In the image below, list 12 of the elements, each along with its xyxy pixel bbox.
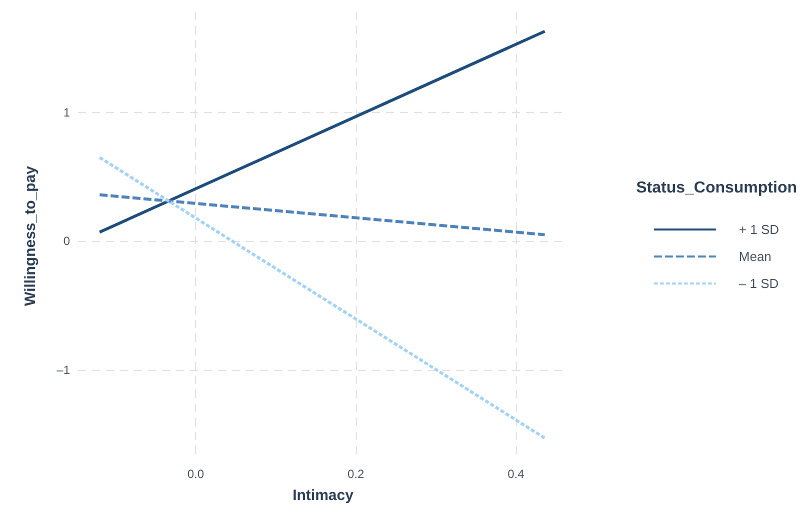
- legend-label: Mean: [738, 249, 772, 264]
- legend-label: – 1 SD: [738, 276, 779, 291]
- legend-label: + 1 SD: [738, 222, 780, 237]
- y-axis-title: Willingness_to_pay: [22, 165, 39, 306]
- y-tick-label: 0: [63, 234, 70, 248]
- legend-title: Status_Consumption: [636, 180, 797, 196]
- x-tick-label: 0.2: [347, 467, 364, 481]
- y-tick-label: –1: [56, 362, 70, 377]
- y-tick-label: 1: [63, 105, 70, 120]
- x-tick-label: 0.0: [187, 467, 204, 481]
- x-tick-label: 0.4: [508, 467, 525, 481]
- x-axis-title: Intimacy: [292, 487, 354, 504]
